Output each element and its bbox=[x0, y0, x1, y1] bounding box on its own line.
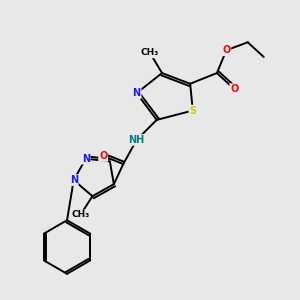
Text: N: N bbox=[70, 175, 78, 185]
Text: O: O bbox=[99, 151, 107, 161]
Text: N: N bbox=[82, 154, 90, 164]
Text: O: O bbox=[222, 45, 230, 55]
Text: S: S bbox=[189, 106, 197, 116]
Text: NH: NH bbox=[128, 135, 145, 145]
Text: O: O bbox=[230, 84, 238, 94]
Text: N: N bbox=[133, 88, 141, 98]
Text: CH₃: CH₃ bbox=[141, 49, 159, 58]
Text: CH₃: CH₃ bbox=[71, 210, 89, 219]
